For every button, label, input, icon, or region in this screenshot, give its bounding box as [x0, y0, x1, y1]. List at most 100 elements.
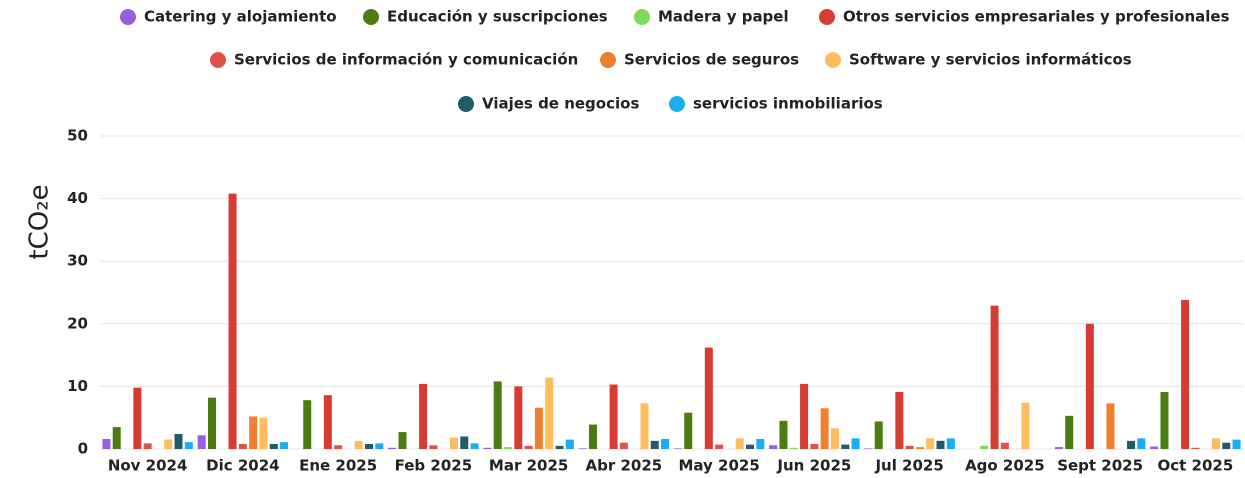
bar [841, 444, 850, 449]
x-tick-label: May 2025 [678, 457, 759, 475]
bar [555, 445, 564, 449]
bar [504, 447, 513, 449]
y-tick-label: 20 [67, 314, 88, 332]
legend-label: Catering y alojamiento [144, 8, 337, 26]
bar [746, 444, 755, 449]
bar [578, 448, 587, 449]
bar [1021, 402, 1030, 449]
bar [483, 447, 492, 449]
bar [280, 442, 289, 449]
bar [228, 193, 237, 449]
bar [133, 387, 142, 449]
y-tick-label: 10 [67, 377, 88, 395]
legend-label: Servicios de seguros [624, 51, 799, 69]
bar [398, 432, 407, 449]
bar [493, 381, 502, 449]
bar [1054, 447, 1063, 449]
x-tick-label: Ene 2025 [299, 457, 377, 475]
bar [334, 445, 343, 449]
x-tick-label: Jul 2025 [874, 457, 943, 475]
legend-swatch [458, 96, 474, 112]
legend-label: Madera y papel [658, 8, 789, 26]
bar [661, 438, 670, 449]
bar [874, 421, 883, 449]
bar [735, 438, 744, 449]
y-tick-label: 0 [78, 440, 88, 458]
bar [789, 447, 798, 449]
x-tick-label: Ago 2025 [965, 457, 1045, 475]
bar [207, 397, 216, 449]
legend-label: Viajes de negocios [482, 95, 639, 113]
x-tick-label: Feb 2025 [395, 457, 473, 475]
bar [375, 443, 384, 449]
x-tick-label: Oct 2025 [1157, 457, 1233, 475]
bar [164, 439, 173, 449]
bar [354, 440, 363, 449]
bar [609, 384, 618, 449]
bar [650, 440, 659, 449]
bar [704, 347, 713, 449]
legend-label: Otros servicios empresariales y profesio… [843, 8, 1230, 26]
bar [1127, 440, 1136, 449]
bar [365, 443, 374, 449]
legend-swatch [819, 9, 835, 25]
bar [640, 403, 649, 449]
bar [524, 445, 533, 449]
bar [323, 395, 332, 449]
legend-label: Software y servicios informáticos [849, 51, 1132, 69]
bar [249, 416, 258, 449]
bar [449, 437, 458, 449]
bar [1137, 438, 1146, 449]
bar [673, 448, 682, 449]
bar [565, 439, 574, 449]
bar [1211, 438, 1220, 449]
bar [684, 412, 693, 449]
bar [545, 377, 554, 449]
bar [779, 420, 788, 449]
legend-swatch [363, 9, 379, 25]
y-axis-label: tCO₂e [25, 184, 55, 259]
bar [864, 448, 873, 449]
y-tick-label: 50 [67, 127, 88, 145]
bar [820, 408, 829, 449]
bar [174, 433, 183, 449]
x-tick-label: Mar 2025 [489, 457, 568, 475]
bar [238, 443, 247, 449]
bar [259, 417, 268, 449]
bar [1106, 403, 1115, 449]
bar [514, 386, 523, 449]
x-tick-label: Jun 2025 [776, 457, 851, 475]
bar [112, 427, 121, 449]
bar [756, 438, 765, 449]
legend-swatch [120, 9, 136, 25]
legend-swatch [669, 96, 685, 112]
legend-swatch [825, 52, 841, 68]
bar [851, 438, 860, 449]
bar [619, 442, 628, 449]
x-tick-label: Abr 2025 [586, 457, 663, 475]
legend-swatch [600, 52, 616, 68]
bar [1000, 442, 1009, 449]
bar [1150, 446, 1159, 449]
bar [800, 383, 809, 449]
legend-swatch [634, 9, 650, 25]
bar [1160, 392, 1169, 449]
bar [895, 392, 904, 449]
bar [990, 305, 999, 449]
legend-swatch [210, 52, 226, 68]
y-tick-label: 40 [67, 189, 88, 207]
bar [1181, 300, 1190, 449]
bar [197, 435, 206, 449]
bar [102, 438, 111, 449]
bar [926, 438, 935, 449]
bar [419, 383, 428, 449]
bar [936, 440, 945, 449]
y-tick-label: 30 [67, 252, 88, 270]
bar [388, 447, 397, 449]
bar [980, 445, 989, 449]
bar [1065, 415, 1074, 449]
bar [946, 438, 955, 449]
bar [588, 424, 597, 449]
legend-label: servicios inmobiliarios [693, 95, 883, 113]
